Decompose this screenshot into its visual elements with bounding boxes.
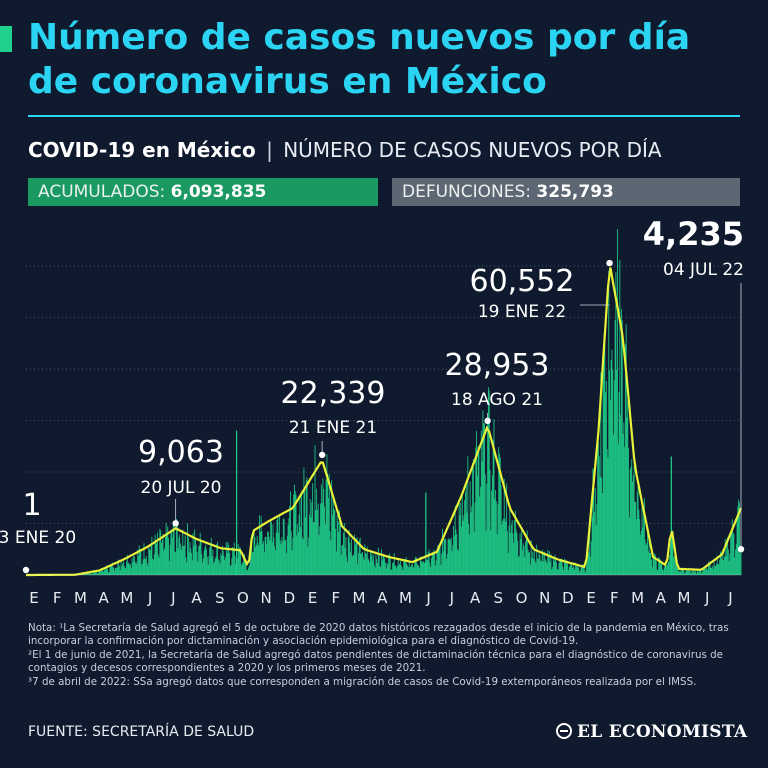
brand-icon bbox=[556, 723, 572, 739]
x-tick-label: E bbox=[29, 589, 38, 607]
chart-subtitle: COVID-19 en México | NÚMERO DE CASOS NUE… bbox=[28, 138, 662, 162]
annotation-value: 1 bbox=[22, 488, 41, 523]
x-tick-label: M bbox=[678, 589, 691, 607]
x-tick-label: A bbox=[99, 589, 110, 607]
annotation-value: 28,953 bbox=[445, 348, 550, 383]
x-tick-label: N bbox=[261, 589, 272, 607]
footnote-1: Nota: ¹La Secretaría de Salud agregó el … bbox=[28, 622, 729, 648]
annotation-value: 60,552 bbox=[470, 264, 575, 299]
footnote-3: ³7 de abril de 2022: SSa agregó datos qu… bbox=[28, 675, 697, 688]
subtitle-separator: | bbox=[266, 138, 273, 162]
x-tick-label: J bbox=[449, 589, 454, 607]
page-title: Número de casos nuevos por día de corona… bbox=[28, 17, 691, 102]
annotation-dot bbox=[737, 545, 745, 553]
accent-bar bbox=[0, 26, 12, 52]
x-tick-label: S bbox=[215, 589, 225, 607]
annotation-value: 4,235 bbox=[643, 215, 744, 253]
x-tick-label: O bbox=[516, 589, 528, 607]
defunciones-badge: DEFUNCIONES: 325,793 bbox=[392, 178, 740, 206]
x-tick-label: J bbox=[147, 589, 152, 607]
x-tick-label: J bbox=[170, 589, 175, 607]
x-tick-label: J bbox=[727, 589, 732, 607]
x-tick-label: A bbox=[191, 589, 202, 607]
footnote-2: ²El 1 de junio de 2021, la Secretaría de… bbox=[28, 648, 724, 675]
x-tick-label: M bbox=[120, 589, 133, 607]
annotation-date: 18 AGO 21 bbox=[451, 390, 543, 410]
annotation-value: 9,063 bbox=[138, 435, 224, 470]
subtitle-metric: NÚMERO DE CASOS NUEVOS POR DÍA bbox=[283, 138, 662, 162]
x-tick-label: A bbox=[656, 589, 667, 607]
x-tick-label: D bbox=[284, 589, 296, 607]
annotation-date: 13 ENE 20 bbox=[0, 528, 76, 548]
x-tick-label: J bbox=[425, 589, 430, 607]
source-credit: FUENTE: SECRETARÍA DE SALUD bbox=[28, 724, 255, 740]
annotation-dot bbox=[318, 451, 326, 459]
title-divider bbox=[28, 115, 740, 117]
x-tick-label: F bbox=[53, 589, 62, 607]
x-tick-label: E bbox=[308, 589, 317, 607]
x-tick-label: A bbox=[470, 589, 481, 607]
annotation-date: 04 JUL 22 bbox=[663, 260, 744, 280]
annotation-date: 20 JUL 20 bbox=[141, 478, 222, 498]
defunciones-value: 325,793 bbox=[536, 182, 614, 202]
x-tick-label: F bbox=[610, 589, 619, 607]
annotation-dot bbox=[484, 417, 491, 425]
defunciones-label: DEFUNCIONES: bbox=[402, 182, 532, 202]
x-tick-label: N bbox=[539, 589, 550, 607]
annotation-dot bbox=[22, 566, 30, 574]
x-tick-label: O bbox=[237, 589, 249, 607]
brand-name: EL ECONOMISTA bbox=[577, 722, 748, 742]
annotation-dot bbox=[606, 259, 613, 267]
acumulados-value: 6,093,835 bbox=[170, 182, 267, 202]
x-tick-label: E bbox=[586, 589, 595, 607]
trend-line bbox=[26, 267, 743, 577]
x-tick-label: F bbox=[331, 589, 340, 607]
x-tick-label: M bbox=[399, 589, 412, 607]
brand-logo: EL ECONOMISTA bbox=[556, 722, 747, 742]
x-tick-label: M bbox=[631, 589, 644, 607]
subtitle-country: COVID-19 en México bbox=[28, 138, 256, 162]
x-tick-label: J bbox=[704, 589, 709, 607]
x-tick-label: D bbox=[562, 589, 574, 607]
acumulados-badge: ACUMULADOS: 6,093,835 bbox=[28, 178, 378, 206]
cases-chart: EFMAMJJASONDEFMAMJJASONDEFMAMJJ113 ENE 2… bbox=[0, 215, 745, 607]
footnotes: Nota: ¹La Secretaría de Salud agregó el … bbox=[28, 622, 744, 689]
annotation-date: 21 ENE 21 bbox=[289, 418, 377, 438]
acumulados-label: ACUMULADOS: bbox=[38, 182, 166, 202]
annotation-dot bbox=[172, 520, 179, 527]
x-tick-label: A bbox=[377, 589, 388, 607]
x-tick-label: M bbox=[353, 589, 366, 607]
annotation-value: 22,339 bbox=[281, 376, 386, 411]
x-tick-label: S bbox=[494, 589, 504, 607]
annotation-date: 19 ENE 22 bbox=[478, 302, 566, 322]
x-tick-label: M bbox=[74, 589, 87, 607]
